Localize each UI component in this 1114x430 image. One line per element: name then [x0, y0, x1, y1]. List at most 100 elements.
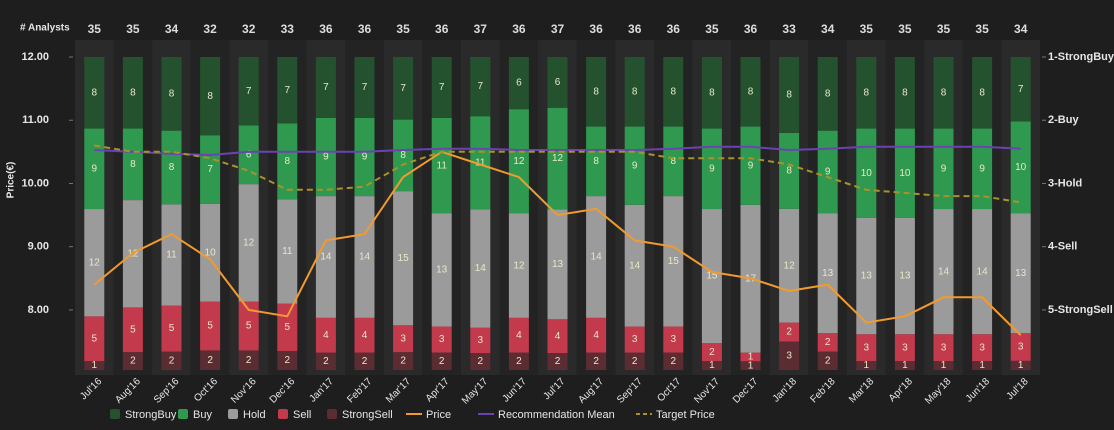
- analyst-count: 36: [667, 22, 681, 36]
- legend-label: StrongBuy: [125, 409, 177, 421]
- segment-label: 12: [513, 156, 525, 167]
- segment-label: 3: [632, 334, 638, 345]
- bar-segment: [354, 117, 375, 197]
- bar-segment: [624, 326, 645, 353]
- segment-label: 3: [864, 342, 870, 353]
- bar-segment: [663, 57, 684, 127]
- bar-segment: [701, 128, 722, 210]
- bar-segment: [701, 343, 722, 362]
- segment-label: 13: [861, 271, 873, 282]
- segment-label: 7: [439, 82, 445, 93]
- analyst-count: 33: [782, 22, 796, 36]
- segment-label: 7: [207, 164, 213, 175]
- bar-segment: [1010, 57, 1031, 122]
- segment-label: 11: [437, 160, 448, 171]
- segment-label: 2: [169, 355, 175, 366]
- bar-segment: [161, 57, 182, 131]
- segment-label: 1: [1018, 360, 1024, 371]
- line-recommendation-mean: [94, 145, 1021, 157]
- bar-segment: [1010, 213, 1031, 334]
- segment-label: 8: [130, 87, 136, 98]
- segment-label: 1: [709, 360, 715, 371]
- segment-label: 8: [709, 87, 715, 98]
- legend-label: Buy: [193, 409, 212, 421]
- bar-segment: [624, 352, 645, 370]
- bar-segment: [547, 107, 568, 210]
- segment-label: 2: [825, 337, 831, 348]
- segment-label: 2: [400, 356, 406, 367]
- bar-segment: [663, 126, 684, 197]
- segment-label: 6: [516, 78, 522, 89]
- analyst-count: 36: [319, 22, 333, 36]
- bar-segment: [200, 350, 221, 370]
- segment-label: 1: [864, 360, 870, 371]
- bar-segment: [122, 128, 143, 201]
- segment-label: 4: [555, 331, 561, 342]
- bar-segment: [238, 57, 259, 126]
- bar-segment: [1010, 360, 1031, 370]
- bar-segment: [624, 57, 645, 127]
- bar-segment: [894, 57, 915, 129]
- bar-segment: [315, 352, 336, 370]
- bar-segment: [200, 57, 221, 136]
- bar-segment: [933, 209, 954, 335]
- bar-segment: [817, 351, 838, 370]
- bar-segment: [470, 116, 491, 210]
- bar-segment: [161, 305, 182, 352]
- bar-segment: [393, 191, 414, 326]
- segment-label: 2: [709, 347, 715, 358]
- bar-segment: [238, 350, 259, 370]
- bar-segment: [624, 126, 645, 205]
- segment-label: 7: [285, 85, 291, 96]
- analysts-label: # Analysts: [20, 23, 70, 34]
- segment-label: 15: [706, 271, 718, 282]
- analyst-count: 35: [126, 22, 140, 36]
- y-tick-label: 8.00: [28, 304, 49, 316]
- bar-segment: [84, 128, 105, 210]
- segment-label: 8: [941, 87, 947, 98]
- bar-segment: [508, 352, 529, 370]
- legend-label: Recommendation Mean: [498, 409, 615, 421]
- bar-segment: [470, 327, 491, 354]
- y2-tick-label: 2-Buy: [1048, 114, 1079, 126]
- bar-segment: [84, 361, 105, 370]
- legend-label: StrongSell: [342, 409, 393, 421]
- segment-label: 9: [632, 160, 638, 171]
- segment-label: 14: [359, 252, 371, 263]
- segment-label: 10: [861, 168, 873, 179]
- bar-segment: [122, 57, 143, 129]
- bar-segment: [779, 341, 800, 370]
- bar-segment: [933, 334, 954, 362]
- analyst-count: 37: [551, 22, 565, 36]
- segment-label: 2: [207, 355, 213, 366]
- bar-segment: [856, 57, 877, 129]
- bar-segment: [200, 301, 221, 351]
- analyst-count: 36: [628, 22, 642, 36]
- bar-segment: [393, 57, 414, 120]
- y2-tick-label: 3-Hold: [1048, 177, 1082, 189]
- segment-label: 8: [593, 86, 599, 97]
- bar-segment: [277, 351, 298, 370]
- segment-label: 4: [362, 330, 368, 341]
- analyst-count: 36: [512, 22, 526, 36]
- bar-segment: [508, 213, 529, 318]
- segment-label: 5: [246, 321, 252, 332]
- segment-label: 8: [169, 88, 175, 99]
- bar-segment: [354, 352, 375, 370]
- segment-label: 8: [207, 91, 213, 102]
- bar-segment: [740, 57, 761, 127]
- segment-label: 5: [285, 322, 291, 333]
- segment-label: 3: [400, 333, 406, 344]
- segment-label: 8: [92, 87, 98, 98]
- segment-label: 11: [282, 246, 293, 257]
- bar-segment: [84, 209, 105, 317]
- bar-segment: [972, 57, 993, 129]
- segment-label: 2: [246, 355, 252, 366]
- analyst-count: 35: [898, 22, 912, 36]
- segment-label: 9: [323, 152, 329, 163]
- line-price: [93, 150, 1022, 336]
- bar-segment: [663, 326, 684, 353]
- analyst-count: 36: [589, 22, 603, 36]
- segment-label: 10: [205, 247, 217, 258]
- legend-label: Sell: [293, 409, 311, 421]
